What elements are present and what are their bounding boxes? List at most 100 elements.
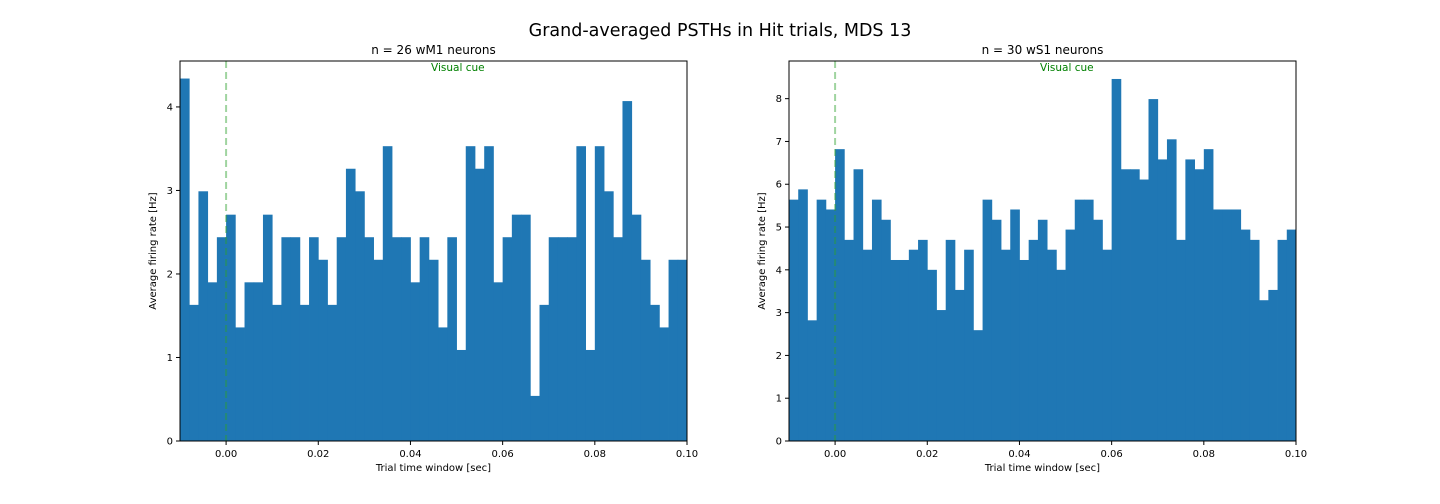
chart-wm1-bar <box>180 78 190 441</box>
chart-wm1-bar <box>207 282 218 441</box>
psth-panel-ws1: Visual cue 0.00 0.02 0.04 0.06 0.08 0.10 0 1 2 3 4 5… <box>757 43 1307 474</box>
chart-wm1-bar <box>456 349 467 441</box>
chart-wm1-xtick-label: 0.04 <box>399 449 421 460</box>
chart-ws1-bar <box>881 219 891 441</box>
chart-ws1-bar <box>964 249 974 441</box>
chart-wm1-ytick-label: 2 <box>167 269 173 280</box>
chart-wm1-bar <box>539 304 550 441</box>
chart-wm1-bar <box>521 214 531 441</box>
chart-ws1-bar <box>1231 209 1242 441</box>
chart-ws1-bar <box>908 249 919 441</box>
chart-ws1-bar <box>1120 169 1131 441</box>
chart-wm1-bar <box>447 237 457 441</box>
chart-wm1-bar <box>428 259 439 441</box>
chart-ws1-title: n = 30 wS1 neurons <box>982 43 1104 57</box>
chart-ws1-ytick-label: 2 <box>776 351 782 362</box>
chart-ws1-bar <box>1047 249 1057 441</box>
chart-ws1-bar <box>1083 199 1094 441</box>
chart-wm1-bar <box>382 146 393 441</box>
chart-wm1-bar <box>401 237 411 441</box>
chart-wm1-bar <box>677 259 688 441</box>
chart-ws1-xlabel: Trial time window [sec] <box>984 463 1100 474</box>
chart-wm1-bar <box>262 214 273 441</box>
chart-wm1-bar <box>290 237 301 441</box>
chart-wm1-ytick-label: 3 <box>167 186 173 197</box>
chart-wm1-xtick-label: 0.00 <box>215 449 237 460</box>
chart-ws1-xtick-label: 0.06 <box>1101 449 1123 460</box>
chart-ws1-bar <box>954 289 965 441</box>
chart-wm1-bar <box>244 282 255 441</box>
chart-wm1-bar <box>484 146 494 441</box>
chart-wm1-bar <box>465 146 476 441</box>
chart-ws1-axes-frame <box>788 60 1297 442</box>
chart-ws1-xtick-label: 0.02 <box>916 449 938 460</box>
chart-wm1-ytick-label: 0 <box>167 437 173 448</box>
chart-wm1-bar <box>438 327 448 441</box>
chart-ws1-bar <box>1111 78 1122 441</box>
chart-ws1-bar <box>1074 199 1085 441</box>
chart-ws1-bar <box>945 239 956 441</box>
chart-wm1-bar <box>364 237 374 441</box>
chart-ws1-bar <box>816 199 827 441</box>
chart-wm1-ylabel: Average firing rate [Hz] <box>148 192 159 309</box>
chart-wm1-bar <box>511 214 522 441</box>
chart-ws1-xtick-label: 0.10 <box>1285 449 1307 460</box>
chart-ws1-bar <box>1019 259 1030 441</box>
chart-wm1-bar <box>530 395 540 441</box>
chart-ws1-xtick-label: 0.08 <box>1193 449 1215 460</box>
chart-wm1-bar <box>604 191 614 441</box>
chart-wm1-bar <box>327 304 338 441</box>
chart-ws1-ytick-label: 3 <box>776 308 782 319</box>
chart-ws1-bar <box>1249 239 1260 441</box>
chart-wm1-xtick-label: 0.02 <box>307 449 329 460</box>
chart-ws1-bar <box>1176 239 1186 441</box>
chart-ws1-bar <box>1286 229 1297 441</box>
chart-wm1-cue-label: Visual cue <box>431 62 485 74</box>
chart-wm1-bar <box>226 214 236 441</box>
chart-wm1-xtick-label: 0.10 <box>676 449 698 460</box>
chart-wm1-bar <box>474 168 485 442</box>
chart-ws1-bar <box>1157 159 1168 442</box>
chart-wm1-bar <box>419 237 430 441</box>
chart-wm1-xlabel: Trial time window [sec] <box>375 463 491 474</box>
chart-wm1-bar <box>392 237 402 441</box>
chart-ws1-bar <box>835 149 845 441</box>
chart-wm1-xtick-label: 0.08 <box>584 449 606 460</box>
chart-wm1-xtick-label: 0.06 <box>492 449 514 460</box>
chart-ws1-bar <box>918 239 928 441</box>
chart-wm1-bar <box>216 237 227 441</box>
chart-wm1-bar <box>557 237 568 441</box>
chart-ws1-bar <box>853 169 864 441</box>
chart-ws1-bar <box>1001 249 1011 441</box>
chart-ws1-ytick-label: 4 <box>776 265 782 276</box>
chart-ws1-bar <box>1139 179 1149 442</box>
chart-ws1-ytick-label: 1 <box>776 394 782 405</box>
chart-wm1-bar <box>281 237 292 441</box>
chart-wm1-bar <box>318 259 328 441</box>
chart-wm1-bar <box>631 214 642 441</box>
chart-ws1-xtick-label: 0.04 <box>1008 449 1030 460</box>
chart-wm1-bar <box>650 304 660 441</box>
chart-ws1-xtick-label: 0.00 <box>824 449 846 460</box>
chart-ws1-bar <box>899 259 910 441</box>
chart-ws1-bar <box>1028 239 1039 441</box>
chart-wm1-ytick-label: 1 <box>167 353 173 364</box>
chart-wm1-bar <box>585 349 596 441</box>
chart-ws1-bar <box>890 259 901 441</box>
chart-ws1-bar <box>1093 219 1103 441</box>
chart-ws1-bar <box>798 189 808 441</box>
chart-wm1-title: n = 26 wM1 neurons <box>371 43 495 57</box>
chart-wm1-bar <box>345 168 356 442</box>
chart-ws1-bar <box>1010 209 1020 441</box>
chart-ws1-ytick-label: 7 <box>776 137 782 148</box>
chart-wm1-axes-frame <box>179 60 688 442</box>
chart-ws1-bar <box>1259 300 1269 441</box>
chart-ws1-bar <box>1065 229 1076 441</box>
chart-wm1-ytick-label: 4 <box>167 102 173 113</box>
chart-ws1-bar <box>807 320 818 441</box>
chart-ws1-bar <box>1148 99 1159 441</box>
chart-ws1-bar <box>1240 229 1251 441</box>
chart-wm1-bar <box>640 259 651 441</box>
chart-ws1-cue-label: Visual cue <box>1040 62 1094 74</box>
